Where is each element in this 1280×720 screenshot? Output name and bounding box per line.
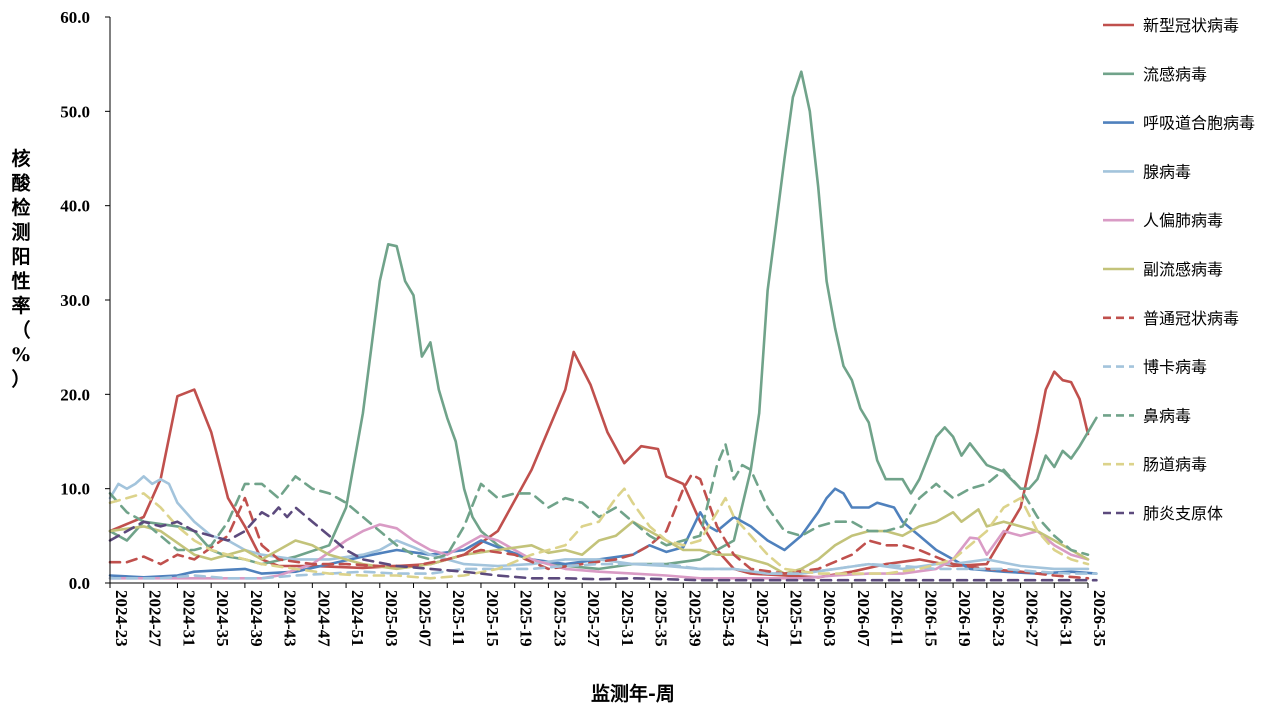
legend-label: 普通冠状病毒: [1143, 309, 1239, 328]
series-line-9: [108, 487, 1090, 580]
x-tick-label: 2024-27: [146, 590, 165, 647]
legend-label: 流感病毒: [1143, 65, 1207, 84]
legend-item: 腺病毒: [1103, 162, 1191, 181]
x-tick-label: 2025-43: [719, 590, 738, 647]
x-tick-label: 2024-47: [314, 590, 333, 647]
x-tick-label: 2025-03: [382, 590, 401, 647]
x-tick-label: 2026-31: [1056, 590, 1075, 647]
y-tick-label: 60.0: [60, 8, 90, 27]
x-tick-label: 2025-35: [652, 590, 671, 647]
x-tick-label: 2025-31: [618, 590, 637, 647]
x-tick-label: 2024-51: [348, 590, 367, 647]
series-line-7: [108, 562, 1098, 580]
series-line-8: [108, 443, 1090, 561]
x-tick-label: 2025-07: [416, 590, 435, 647]
legend: 新型冠状病毒流感病毒呼吸道合胞病毒腺病毒人偏肺病毒副流感病毒普通冠状病毒博卡病毒…: [1103, 16, 1255, 523]
legend-item: 博卡病毒: [1103, 358, 1207, 377]
x-axis-title: 监测年-周: [591, 682, 675, 705]
legend-item: 肠道病毒: [1103, 455, 1207, 474]
x-tick-label: 2026-03: [820, 590, 839, 647]
x-tick-label: 2025-51: [787, 590, 806, 647]
x-tick-label: 2025-11: [449, 590, 468, 646]
x-tick-label: 2024-31: [179, 590, 198, 647]
series-line-1: [108, 70, 1098, 571]
x-tick-label: 2025-19: [517, 590, 536, 647]
y-tick-label: 30.0: [60, 291, 90, 310]
legend-label: 腺病毒: [1143, 162, 1191, 181]
y-tick-label: 50.0: [60, 102, 90, 121]
legend-label: 肺炎支原体: [1143, 504, 1223, 523]
legend-label: 副流感病毒: [1143, 260, 1223, 279]
legend-label: 博卡病毒: [1143, 358, 1207, 377]
x-tick-label: 2026-27: [1023, 590, 1042, 647]
x-tick-label: 2024-39: [247, 590, 266, 647]
x-tick-label: 2025-15: [483, 590, 502, 647]
x-tick-label: 2026-11: [888, 590, 907, 646]
x-tick-label: 2026-15: [921, 590, 940, 647]
legend-label: 呼吸道合胞病毒: [1143, 114, 1255, 133]
legend-label: 鼻病毒: [1143, 406, 1191, 425]
series-line-10: [108, 506, 1098, 582]
plot-series-layer: [108, 70, 1098, 582]
y-axis-title: 核酸检测阳性率（%）: [11, 147, 31, 391]
axes-layer: 0.0 10.0 20.0 30.0 40.0 50.0 60.0 2024-23 2024-2…: [60, 8, 1109, 647]
x-tick-label: 2026-35: [1090, 590, 1109, 647]
legend-item: 鼻病毒: [1103, 406, 1191, 425]
series-line-6: [108, 473, 1090, 580]
legend-item: 呼吸道合胞病毒: [1103, 114, 1255, 133]
x-tick-label: 2025-27: [584, 590, 603, 647]
legend-item: 副流感病毒: [1103, 260, 1223, 279]
x-tick-label: 2025-39: [685, 590, 704, 647]
legend-label: 人偏肺病毒: [1143, 211, 1223, 230]
x-tick-label: 2026-07: [854, 590, 873, 647]
y-tick-label: 40.0: [60, 197, 90, 216]
y-tick-label: 10.0: [60, 480, 90, 499]
x-tick-label: 2025-47: [753, 590, 772, 647]
series-line-4: [108, 523, 1090, 580]
legend-item: 流感病毒: [1103, 65, 1207, 84]
legend-item: 新型冠状病毒: [1103, 16, 1239, 35]
legend-item: 肺炎支原体: [1103, 504, 1223, 523]
y-tick-label: 0.0: [69, 574, 90, 593]
legend-item: 普通冠状病毒: [1103, 309, 1239, 328]
x-tick-label: 2024-43: [281, 590, 300, 647]
x-tick-label: 2024-35: [213, 590, 232, 647]
legend-item: 人偏肺病毒: [1103, 211, 1223, 230]
x-tick-label: 2025-23: [550, 590, 569, 647]
series-line-5: [108, 508, 1090, 575]
y-tick-label: 20.0: [60, 385, 90, 404]
series-line-0: [108, 350, 1090, 579]
x-tick-label: 2026-19: [955, 590, 974, 647]
x-tick-label: 2024-23: [112, 590, 131, 647]
legend-label: 肠道病毒: [1143, 455, 1207, 474]
legend-label: 新型冠状病毒: [1143, 16, 1239, 35]
x-tick-label: 2026-23: [989, 590, 1008, 647]
